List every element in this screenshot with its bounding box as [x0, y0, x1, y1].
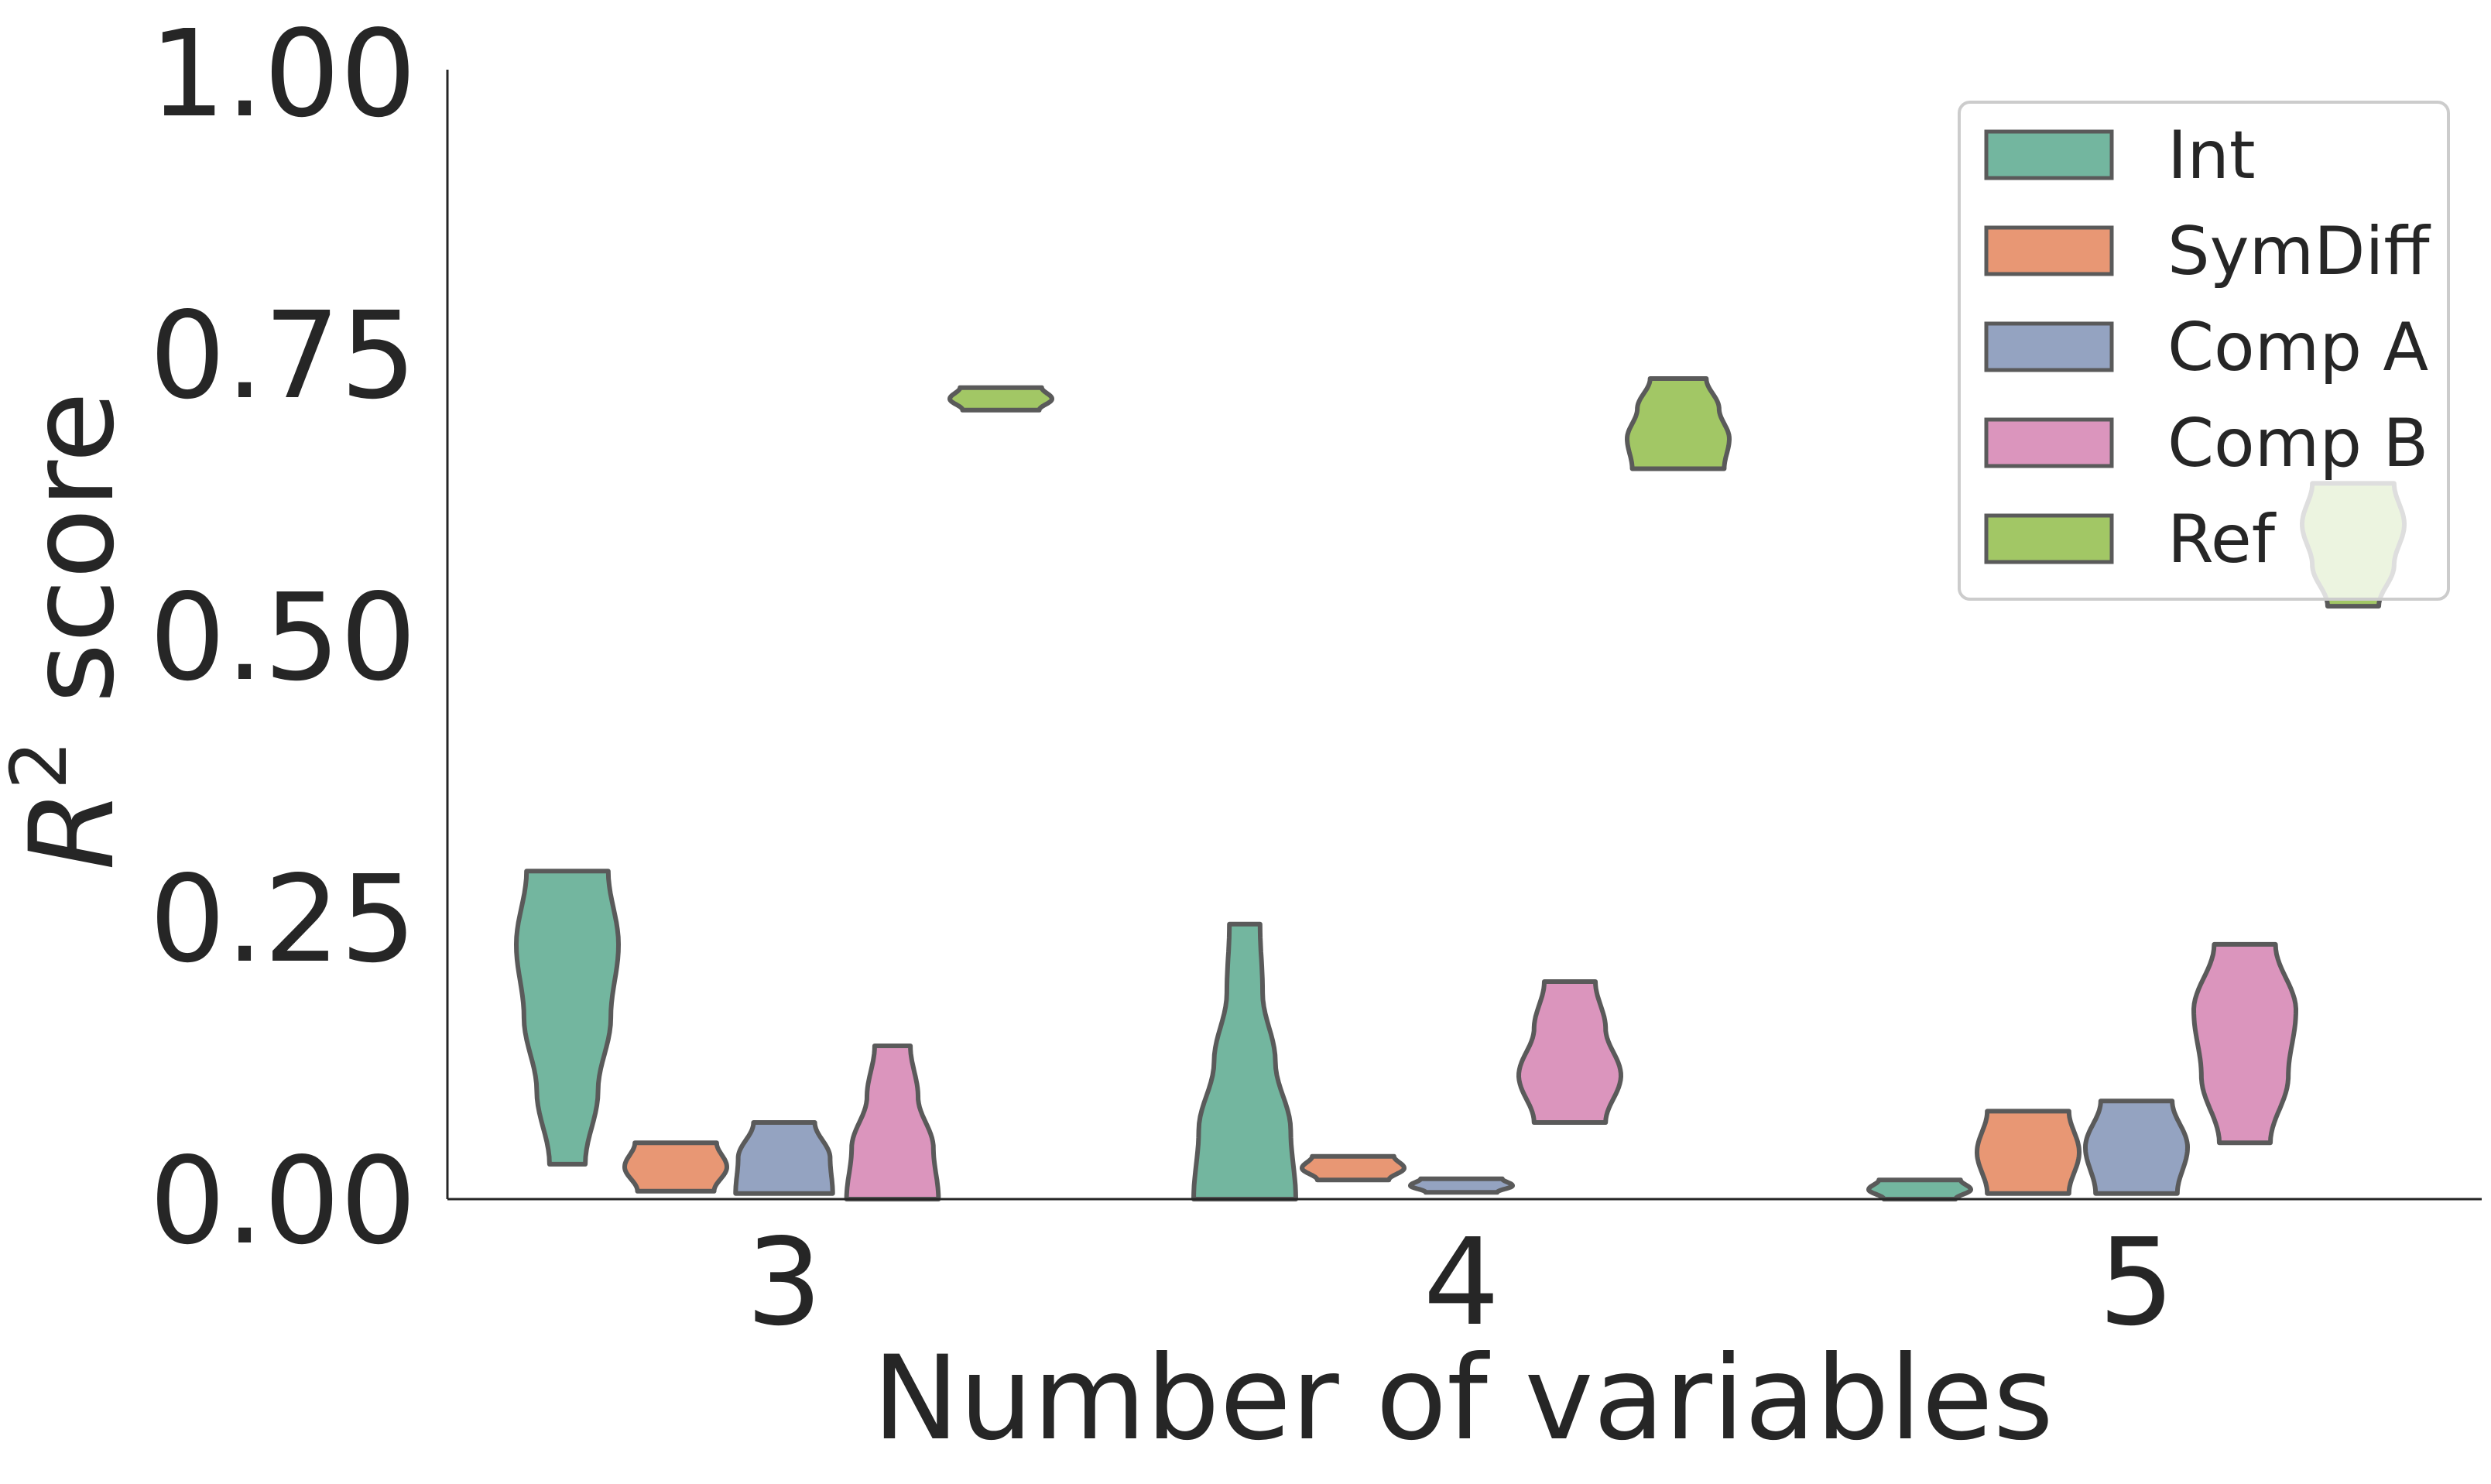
y-tick-label: 0.25 [149, 849, 416, 989]
legend: Int SymDiff Comp A Comp B Ref [1958, 101, 2450, 601]
legend-swatch-ref [1984, 513, 2114, 564]
y-label-sup: 2 [0, 740, 84, 790]
x-tick-label: 3 [746, 1212, 823, 1352]
violin-symdiff-3 [622, 1140, 729, 1194]
legend-label: Ref [2167, 501, 2277, 578]
violin-comp-a-4 [1408, 1176, 1515, 1195]
legend-label: Comp B [2167, 405, 2428, 482]
y-axis-label: R2 score [0, 392, 140, 871]
y-label-rest: score [5, 392, 140, 741]
legend-label: Comp A [2167, 309, 2428, 386]
legend-label: Int [2167, 117, 2256, 194]
x-tick-label: 4 [1424, 1212, 1500, 1352]
y-tick-label: 0.00 [149, 1131, 416, 1271]
violin-comp-b-3 [844, 1044, 941, 1201]
violin-int-5 [1866, 1177, 1973, 1201]
y-tick-label: 0.50 [149, 567, 416, 708]
violin-symdiff-4 [1300, 1153, 1407, 1183]
violin-comp-a-5 [2083, 1098, 2190, 1196]
legend-swatch-comp-b [1984, 417, 2114, 468]
violin-ref-4 [1625, 376, 1732, 471]
violin-comp-a-3 [733, 1120, 835, 1196]
x-axis-label: Number of variables [872, 1331, 2054, 1466]
x-tick-label: 5 [2099, 1212, 2175, 1352]
x-tick-labels: 3 4 5 [746, 1212, 2175, 1352]
legend-label: SymDiff [2167, 213, 2431, 290]
violin-comp-b-4 [1516, 979, 1623, 1125]
legend-swatch-comp-a [1984, 321, 2114, 372]
violin-symdiff-5 [1975, 1109, 2082, 1196]
y-tick-labels: 0.00 0.25 0.50 0.75 1.00 [149, 4, 416, 1271]
y-tick-label: 1.00 [149, 4, 416, 144]
violin-int-3 [514, 869, 621, 1167]
violin-int-4 [1191, 921, 1298, 1201]
legend-swatch-symdiff [1984, 225, 2114, 276]
y-tick-label: 0.75 [149, 286, 416, 426]
violin-ref-3 [947, 385, 1054, 413]
y-label-r: R [5, 790, 140, 870]
violin-comp-b-5 [2191, 941, 2298, 1146]
legend-swatch-int [1984, 129, 2114, 180]
